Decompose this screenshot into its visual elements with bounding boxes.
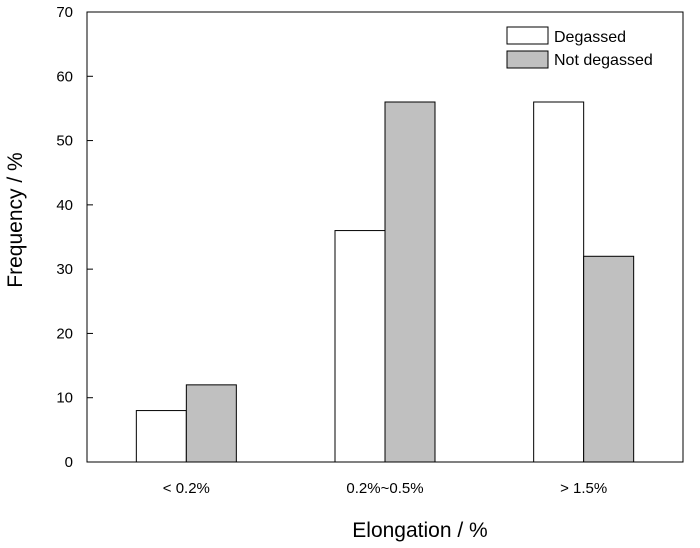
x-axis-title: Elongation / % xyxy=(352,519,487,542)
bar-not-degassed xyxy=(185,384,237,463)
y-axis-title: Frequency / % xyxy=(4,152,27,287)
bar-degassed xyxy=(334,230,386,463)
legend-label-degassed: Degassed xyxy=(554,29,626,46)
bar-not-degassed xyxy=(384,101,436,463)
y-tick-label: 20 xyxy=(56,325,73,342)
y-tick-label: 0 xyxy=(65,454,73,471)
legend-swatch-not-degassed xyxy=(506,50,549,69)
y-tick-label: 10 xyxy=(56,390,73,407)
y-tick-label: 60 xyxy=(56,68,73,85)
y-axis-ticks: 0 10 20 30 40 50 60 70 xyxy=(56,4,93,471)
bar-not-degassed xyxy=(583,255,635,463)
legend-swatch-degassed xyxy=(506,26,549,45)
bar-degassed xyxy=(533,101,585,463)
legend-label-not-degassed: Not degassed xyxy=(554,52,653,69)
x-axis-ticks: < 0.2% 0.2%~0.5% > 1.5% xyxy=(163,480,607,497)
x-tick-label: 0.2%~0.5% xyxy=(346,480,423,497)
y-tick-label: 70 xyxy=(56,4,73,21)
plot-frame xyxy=(86,11,684,463)
bars-group xyxy=(135,101,635,463)
y-tick-label: 30 xyxy=(56,261,73,278)
x-tick-label: < 0.2% xyxy=(163,480,210,497)
y-tick-label: 50 xyxy=(56,133,73,150)
legend: Degassed Not degassed xyxy=(506,26,653,69)
y-tick-label: 40 xyxy=(56,197,73,214)
x-tick-label: > 1.5% xyxy=(560,480,607,497)
bar-degassed xyxy=(135,410,187,463)
